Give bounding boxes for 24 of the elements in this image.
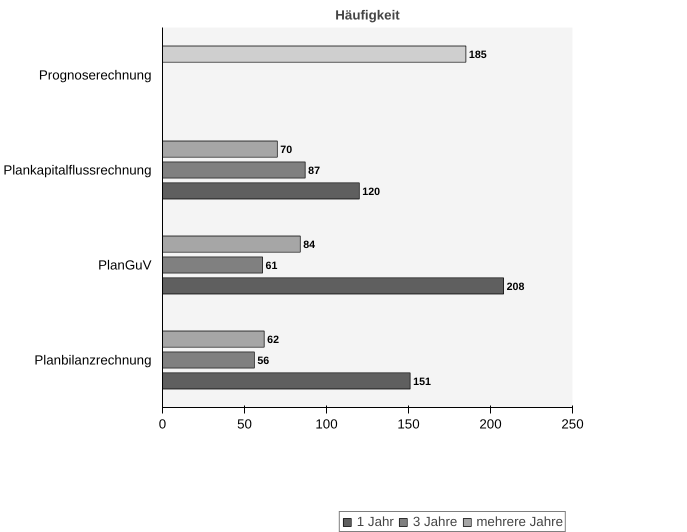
legend-label: 3 Jahre <box>412 514 458 529</box>
data-label: 61 <box>266 260 278 272</box>
data-label: 62 <box>267 334 280 346</box>
y-tick-label: Plankapitalflussrechnung <box>3 162 152 178</box>
y-tick-label: Prognoserechnung <box>38 68 152 82</box>
data-label: 84 <box>303 239 316 252</box>
data-label: 120 <box>362 186 380 198</box>
x-tick-label: 100 <box>315 416 338 432</box>
data-label: 208 <box>506 280 524 293</box>
x-tick-label: 150 <box>397 416 420 432</box>
data-label: 56 <box>257 355 270 367</box>
legend-label: mehrere Jahre <box>476 514 563 529</box>
data-label: 87 <box>308 165 320 177</box>
x-tick-label: 200 <box>479 416 502 432</box>
y-tick-label: Planbilanzrechnung <box>34 352 152 368</box>
data-label: 185 <box>468 49 487 62</box>
x-tick-label: 50 <box>237 416 252 432</box>
x-tick-label: 250 <box>561 416 584 432</box>
chart-title: Häufigkeit <box>335 8 400 22</box>
legend-label: 1 Jahr <box>356 514 394 529</box>
x-tick-label: 0 <box>158 416 166 432</box>
data-label: 151 <box>413 376 431 388</box>
data-label: 70 <box>280 144 292 156</box>
y-tick-label: PlanGuV <box>98 258 152 272</box>
